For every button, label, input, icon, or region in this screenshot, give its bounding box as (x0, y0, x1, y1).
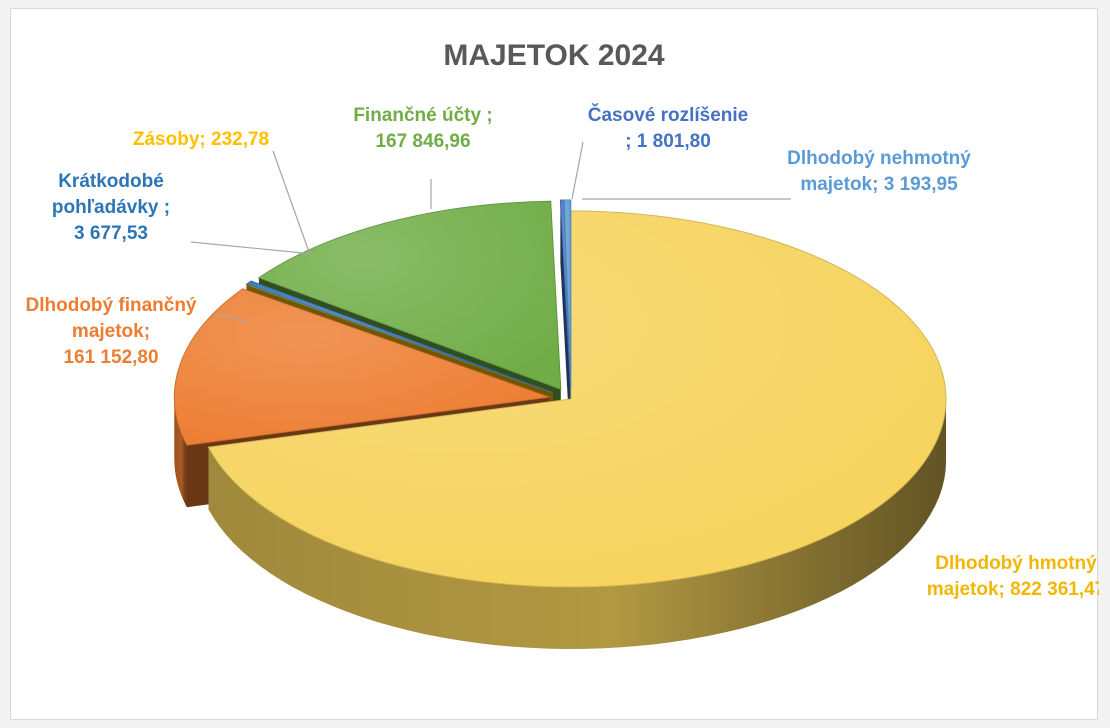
slice-label-dlhodoby-nehmotny-majetok: Dlhodobý nehmotný majetok; 3 193,95 (787, 148, 971, 195)
pie-slice-shine-dlhodoby-hmotny-majetok (208, 211, 946, 588)
chart-title: MAJETOK 2024 (443, 39, 665, 72)
pie-slice-shine-kratkodobe-pohladavky (246, 281, 554, 393)
slice-label-kratkodobe-pohladavky-line-2: pohľadávky ; (52, 197, 170, 218)
slice-label-dlhodoby-nehmotny-majetok-line-2: majetok; 3 193,95 (800, 174, 958, 195)
chart-frame: MAJETOK 2024 Dlhodobý hmotný majetok; 822… (10, 8, 1099, 720)
slice-label-dlhodoby-financny-majetok-line-3: 161 152,80 (63, 347, 158, 368)
slice-label-zasoby-line-1: Zásoby; 232,78 (133, 129, 269, 150)
leader-line-casove-rozlisenie (571, 141, 584, 200)
slice-label-kratkodobe-pohladavky-line-3: 3 677,53 (74, 223, 148, 244)
slice-label-casove-rozlisenie-line-2: ; 1 801,80 (625, 131, 711, 152)
slice-label-kratkodobe-pohladavky: Krátkodobé pohľadávky ; 3 677,53 (52, 171, 170, 244)
slice-label-dlhodoby-hmotny-majetok: Dlhodobý hmotný majetok; 822 361,47 (927, 553, 1099, 600)
pie-slice-shine-financne-ucty (258, 201, 561, 390)
slice-label-financne-ucty-line-2: 167 846,96 (375, 131, 470, 152)
slice-label-dlhodoby-financny-majetok-line-1: Dlhodobý finančný (26, 295, 197, 316)
pie-side-shade-dlhodoby-hmotny-majetok (208, 399, 946, 649)
leader-line-zasoby (272, 150, 310, 253)
slice-label-casove-rozlisenie-line-1: Časové rozlíšenie (588, 104, 749, 126)
leader-line-dlhodoby-financny-majetok (215, 313, 247, 322)
slice-label-casove-rozlisenie: Časové rozlíšenie ; 1 801,80 (588, 104, 749, 152)
slice-label-dlhodoby-hmotny-majetok-line-2: majetok; 822 361,47 (927, 579, 1099, 600)
slice-label-dlhodoby-financny-majetok: Dlhodobý finančný majetok; 161 152,80 (26, 295, 197, 368)
pie-chart: Dlhodobý hmotný majetok; 822 361,47Dlhodo… (26, 104, 1099, 649)
pie-slice-shine-casove-rozlisenie (560, 200, 571, 388)
pie-slice-shine-dlhodoby-nehmotny-majetok (564, 199, 571, 388)
slice-label-dlhodoby-hmotny-majetok-line-1: Dlhodobý hmotný (935, 553, 1097, 574)
slice-label-financne-ucty: Finančné účty ; 167 846,96 (353, 105, 492, 152)
pie-slice-shine-dlhodoby-financny-majetok (174, 288, 550, 446)
slice-label-zasoby: Zásoby; 232,78 (133, 129, 269, 150)
pie-side-shade-dlhodoby-financny-majetok (174, 397, 187, 508)
pie-wall-casove-rozlisenie (560, 200, 571, 451)
slice-label-dlhodoby-financny-majetok-line-2: majetok; (72, 321, 150, 342)
slice-label-dlhodoby-nehmotny-majetok-line-1: Dlhodobý nehmotný (787, 148, 971, 169)
leader-line-kratkodobe-pohladavky (190, 241, 314, 255)
slice-label-financne-ucty-line-1: Finančné účty ; (353, 105, 492, 126)
slice-label-kratkodobe-pohladavky-line-1: Krátkodobé (58, 171, 164, 192)
